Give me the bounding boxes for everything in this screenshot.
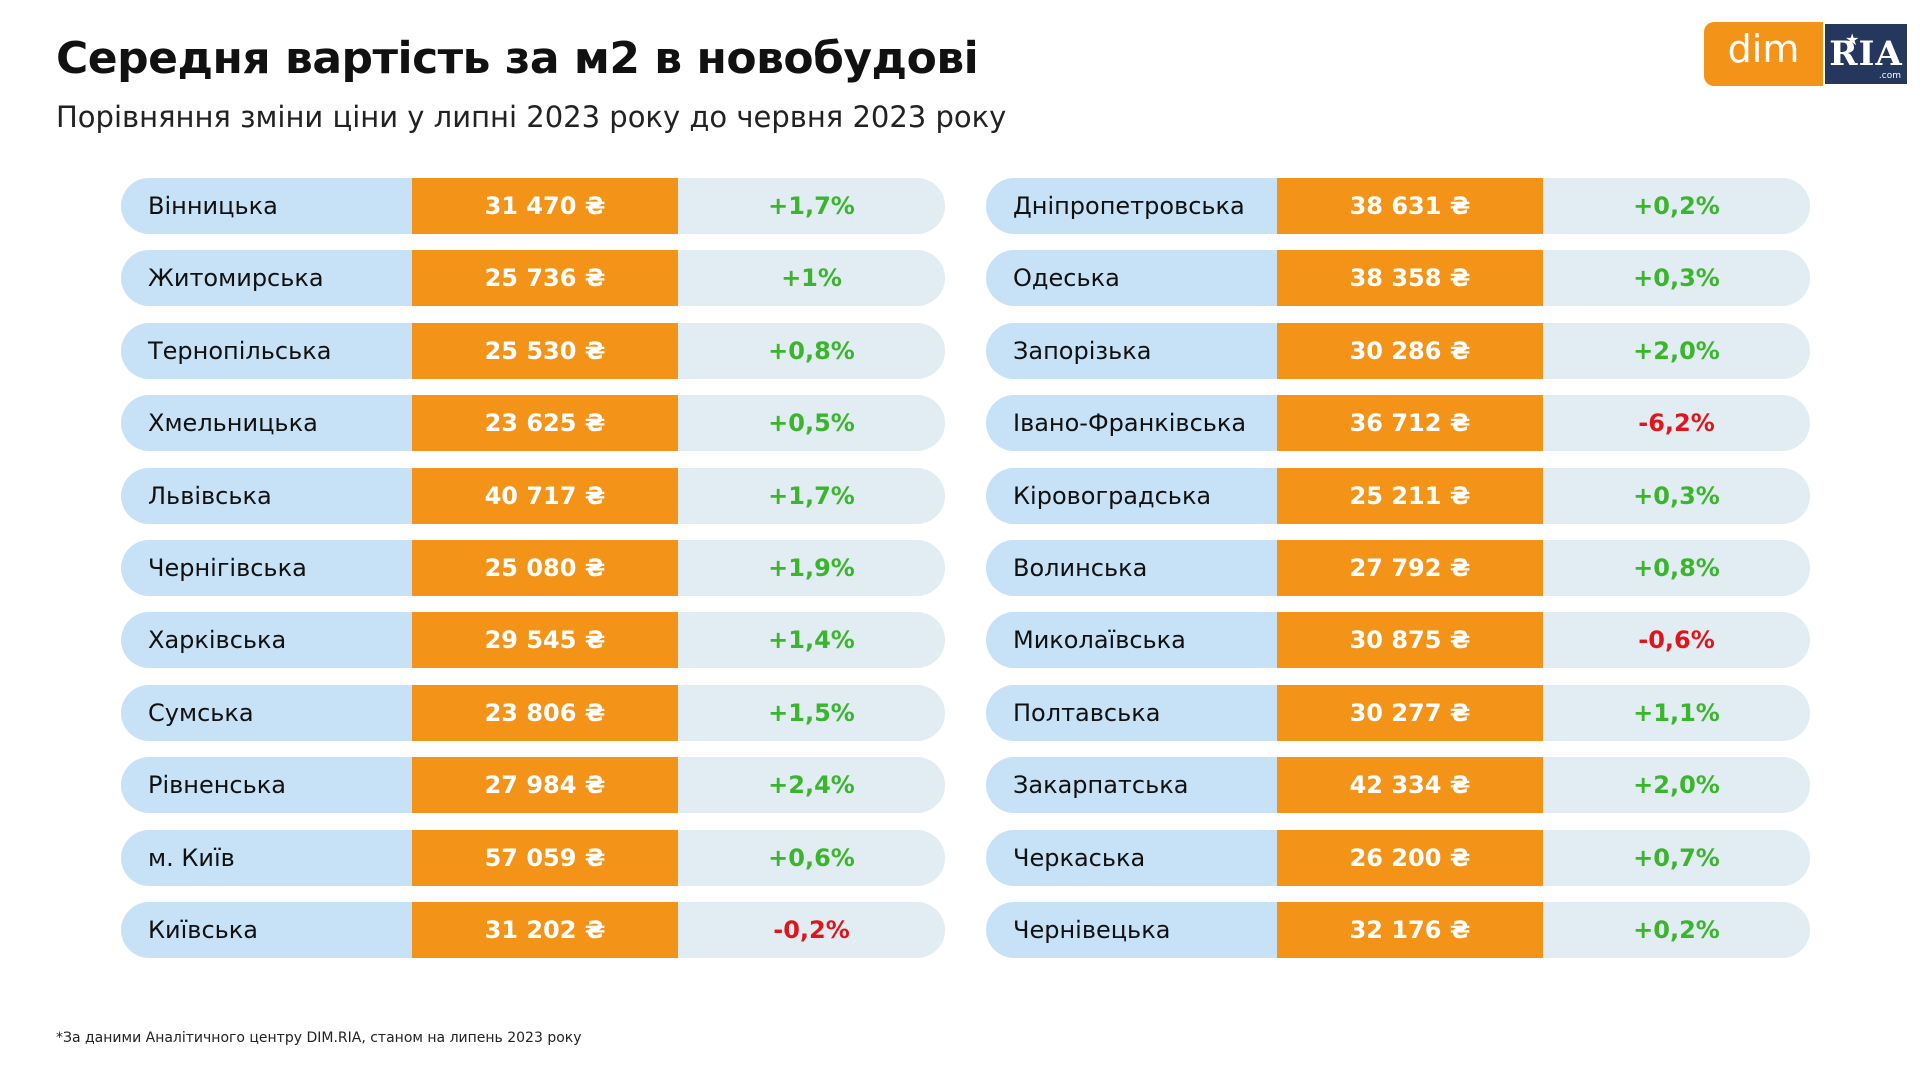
price-table-right: Дніпропетровська 38 631 ₴ +0,2% Одеська 38 3… bbox=[986, 178, 1810, 974]
change-cell: +0,2% bbox=[1543, 178, 1810, 234]
region-name-cell: Вінницька bbox=[121, 178, 412, 234]
change-cell: +1,1% bbox=[1543, 684, 1810, 741]
price-table-left: Вінницька 31 470 ₴ +1,7% Житомирська 25 736 … bbox=[121, 178, 945, 974]
change-cell: +1,7% bbox=[678, 178, 945, 234]
table-row: м. Київ 57 059 ₴ +0,6% bbox=[121, 829, 945, 886]
table-row: Черкаська 26 200 ₴ +0,7% bbox=[986, 829, 1810, 886]
change-cell: +1,9% bbox=[678, 539, 945, 596]
region-name-cell: Львівська bbox=[121, 467, 412, 524]
change-cell: +0,3% bbox=[1543, 250, 1810, 307]
change-cell: +1,4% bbox=[678, 612, 945, 669]
region-name-cell: Черкаська bbox=[986, 829, 1277, 886]
logo-com-text: .com bbox=[1878, 71, 1901, 81]
region-name-cell: Сумська bbox=[121, 684, 412, 741]
table-row: Київська 31 202 ₴ -0,2% bbox=[121, 901, 945, 958]
change-cell: -0,6% bbox=[1543, 612, 1810, 669]
change-cell: -0,2% bbox=[678, 901, 945, 958]
price-cell: 31 202 ₴ bbox=[412, 901, 678, 958]
change-cell: +2,4% bbox=[678, 757, 945, 814]
region-name-cell: Житомирська bbox=[121, 250, 412, 307]
table-row: Закарпатська 42 334 ₴ +2,0% bbox=[986, 757, 1810, 814]
change-cell: +0,2% bbox=[1543, 901, 1810, 958]
page-title: Середня вартість за м2 в новобудові bbox=[56, 33, 979, 84]
logo-dim-part: dim bbox=[1704, 22, 1823, 86]
change-cell: +0,8% bbox=[678, 322, 945, 379]
price-cell: 29 545 ₴ bbox=[412, 612, 678, 669]
change-cell: +0,6% bbox=[678, 829, 945, 886]
table-row: Сумська 23 806 ₴ +1,5% bbox=[121, 684, 945, 741]
change-cell: +0,8% bbox=[1543, 539, 1810, 596]
dim-ria-logo[interactable]: dim ★ RIA .com bbox=[1704, 22, 1909, 86]
region-name-cell: Волинська bbox=[986, 539, 1277, 596]
table-row: Запорізька 30 286 ₴ +2,0% bbox=[986, 322, 1810, 379]
table-row: Харківська 29 545 ₴ +1,4% bbox=[121, 612, 945, 669]
change-cell: +0,5% bbox=[678, 395, 945, 452]
table-row: Волинська 27 792 ₴ +0,8% bbox=[986, 539, 1810, 596]
change-cell: +2,0% bbox=[1543, 322, 1810, 379]
price-cell: 27 792 ₴ bbox=[1277, 539, 1543, 596]
region-name-cell: Харківська bbox=[121, 612, 412, 669]
source-footnote: *За даними Аналітичного центру DIM.RIA, … bbox=[56, 1030, 582, 1046]
region-name-cell: Кіровоградська bbox=[986, 467, 1277, 524]
table-row: Миколаївська 30 875 ₴ -0,6% bbox=[986, 612, 1810, 669]
logo-ria-part: ★ RIA .com bbox=[1823, 22, 1909, 86]
price-cell: 30 277 ₴ bbox=[1277, 684, 1543, 741]
change-cell: +1,5% bbox=[678, 684, 945, 741]
region-name-cell: Рівненська bbox=[121, 757, 412, 814]
region-name-cell: Запорізька bbox=[986, 322, 1277, 379]
price-cell: 31 470 ₴ bbox=[412, 178, 678, 234]
table-row: Одеська 38 358 ₴ +0,3% bbox=[986, 250, 1810, 307]
table-row: Чернівецька 32 176 ₴ +0,2% bbox=[986, 901, 1810, 958]
logo-ria-text: RIA bbox=[1829, 34, 1903, 74]
price-cell: 27 984 ₴ bbox=[412, 757, 678, 814]
price-cell: 38 358 ₴ bbox=[1277, 250, 1543, 307]
region-name-cell: Тернопільська bbox=[121, 322, 412, 379]
price-cell: 40 717 ₴ bbox=[412, 467, 678, 524]
table-row: Івано-Франківська 36 712 ₴ -6,2% bbox=[986, 395, 1810, 452]
price-cell: 30 286 ₴ bbox=[1277, 322, 1543, 379]
page-subtitle: Порівняння зміни ціни у липні 2023 року … bbox=[56, 100, 1007, 134]
price-cell: 30 875 ₴ bbox=[1277, 612, 1543, 669]
price-cell: 26 200 ₴ bbox=[1277, 829, 1543, 886]
star-icon: ★ bbox=[1845, 30, 1860, 49]
change-cell: -6,2% bbox=[1543, 395, 1810, 452]
change-cell: +1% bbox=[678, 250, 945, 307]
region-name-cell: м. Київ bbox=[121, 829, 412, 886]
region-name-cell: Дніпропетровська bbox=[986, 178, 1277, 234]
change-cell: +2,0% bbox=[1543, 757, 1810, 814]
table-row: Рівненська 27 984 ₴ +2,4% bbox=[121, 757, 945, 814]
region-name-cell: Хмельницька bbox=[121, 395, 412, 452]
price-cell: 25 211 ₴ bbox=[1277, 467, 1543, 524]
region-name-cell: Полтавська bbox=[986, 684, 1277, 741]
price-cell: 32 176 ₴ bbox=[1277, 901, 1543, 958]
table-row: Хмельницька 23 625 ₴ +0,5% bbox=[121, 395, 945, 452]
region-name-cell: Одеська bbox=[986, 250, 1277, 307]
table-row: Вінницька 31 470 ₴ +1,7% bbox=[121, 178, 945, 234]
region-name-cell: Миколаївська bbox=[986, 612, 1277, 669]
change-cell: +1,7% bbox=[678, 467, 945, 524]
price-cell: 25 530 ₴ bbox=[412, 322, 678, 379]
price-cell: 42 334 ₴ bbox=[1277, 757, 1543, 814]
region-name-cell: Київська bbox=[121, 901, 412, 958]
price-cell: 57 059 ₴ bbox=[412, 829, 678, 886]
price-cell: 36 712 ₴ bbox=[1277, 395, 1543, 452]
price-cell: 25 080 ₴ bbox=[412, 539, 678, 596]
region-name-cell: Чернівецька bbox=[986, 901, 1277, 958]
change-cell: +0,3% bbox=[1543, 467, 1810, 524]
table-row: Полтавська 30 277 ₴ +1,1% bbox=[986, 684, 1810, 741]
table-row: Кіровоградська 25 211 ₴ +0,3% bbox=[986, 467, 1810, 524]
table-row: Тернопільська 25 530 ₴ +0,8% bbox=[121, 322, 945, 379]
price-cell: 25 736 ₴ bbox=[412, 250, 678, 307]
table-row: Житомирська 25 736 ₴ +1% bbox=[121, 250, 945, 307]
change-cell: +0,7% bbox=[1543, 829, 1810, 886]
region-name-cell: Івано-Франківська bbox=[986, 395, 1277, 452]
table-row: Львівська 40 717 ₴ +1,7% bbox=[121, 467, 945, 524]
price-cell: 23 625 ₴ bbox=[412, 395, 678, 452]
table-row: Дніпропетровська 38 631 ₴ +0,2% bbox=[986, 178, 1810, 234]
price-cell: 23 806 ₴ bbox=[412, 684, 678, 741]
region-name-cell: Закарпатська bbox=[986, 757, 1277, 814]
price-cell: 38 631 ₴ bbox=[1277, 178, 1543, 234]
table-row: Чернігівська 25 080 ₴ +1,9% bbox=[121, 539, 945, 596]
region-name-cell: Чернігівська bbox=[121, 539, 412, 596]
